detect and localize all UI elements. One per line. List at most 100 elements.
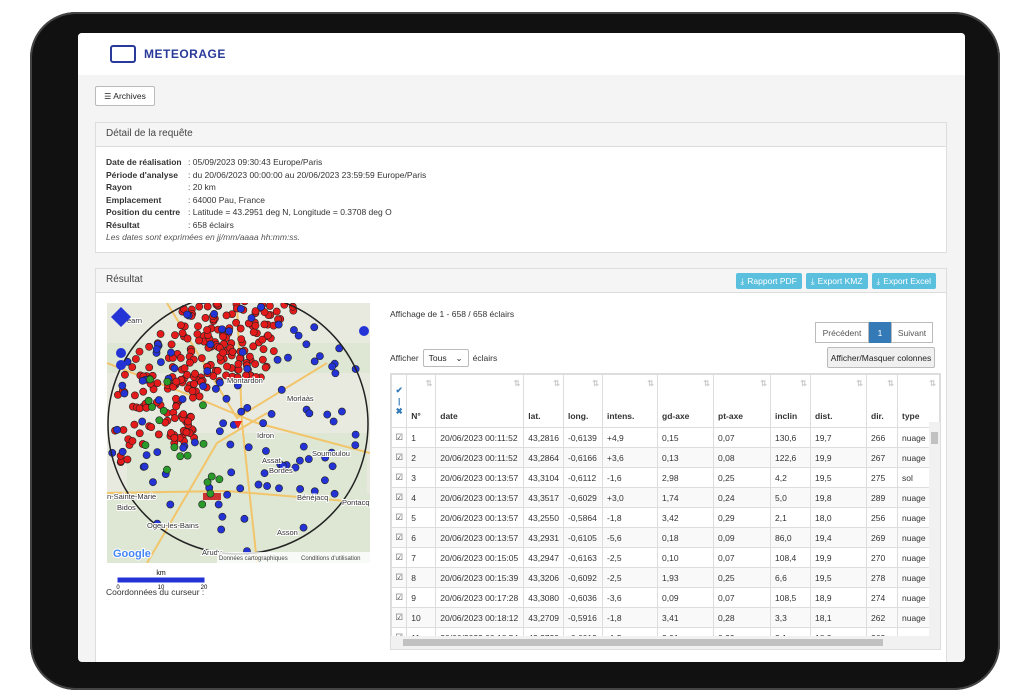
table-cell: 19,8: [810, 487, 867, 508]
column-label: type: [902, 411, 920, 421]
map-credits: Données cartographiques: [219, 556, 288, 562]
page-button[interactable]: 1: [869, 322, 891, 343]
strike-dot: [244, 443, 253, 452]
row-checkbox[interactable]: ☑: [391, 607, 408, 628]
strike-dot: [171, 331, 179, 340]
length-select[interactable]: Tous ⌄: [422, 349, 469, 367]
v-scrollbar[interactable]: [929, 422, 940, 636]
logo[interactable]: METEORAGE: [144, 47, 226, 61]
table-cell: -1,6: [602, 467, 658, 488]
list-icon: ☰: [104, 91, 112, 101]
row-checkbox[interactable]: ☑: [391, 527, 408, 548]
row-checkbox[interactable]: ☑: [391, 547, 408, 568]
strike-dot: [183, 334, 192, 343]
strike-dot: [252, 373, 260, 381]
table-cell: 8: [406, 567, 437, 588]
row-checkbox[interactable]: ☑: [391, 427, 408, 448]
export-button[interactable]: ⤓ Rapport PDF: [735, 273, 802, 289]
table-cell: 0,25: [713, 467, 771, 488]
strike-dot: [157, 358, 165, 367]
column-header[interactable]: lat. ⇅: [523, 374, 564, 428]
export-buttons: ⤓ Rapport PDF ⤓ Export KMZ ⤓ Export Excel: [735, 273, 936, 289]
strike-dot: [310, 323, 319, 332]
column-header[interactable]: pt-axe ⇅: [713, 374, 771, 428]
strike-dot: [183, 310, 192, 319]
strike-dot: [259, 419, 268, 428]
strike-dot: [170, 443, 179, 452]
strike-dot: [179, 410, 188, 419]
row-checkbox[interactable]: ☑: [391, 567, 408, 588]
strike-dot: [138, 417, 147, 426]
table-cell: 0,13: [657, 447, 714, 468]
export-button[interactable]: ⤓ Export Excel: [871, 273, 936, 289]
column-header[interactable]: dir. ⇅: [866, 374, 898, 428]
column-header[interactable]: inclin ⇅: [770, 374, 811, 428]
strike-dot: [216, 378, 224, 387]
scale-unit: km: [156, 570, 166, 577]
column-header[interactable]: long. ⇅: [563, 374, 603, 428]
archives-button[interactable]: ☰ Archives: [95, 86, 155, 106]
strike-dot: [267, 410, 276, 418]
table-cell: 0,29: [713, 507, 771, 528]
zoom-button: [116, 360, 126, 370]
export-icon: ⤓: [810, 275, 815, 286]
strike-dot: [183, 451, 192, 460]
sort-icon: ⇅: [592, 379, 599, 388]
place-label: Pontacq: [342, 498, 370, 507]
sort-icon: ⇅: [856, 379, 863, 388]
strike-dot: [245, 352, 254, 361]
row-checkbox[interactable]: ☑: [391, 447, 408, 468]
table-cell: -2,5: [602, 547, 658, 568]
table-cell: 267: [866, 447, 898, 468]
credits-bg: [217, 552, 370, 563]
strike-dot: [254, 480, 263, 489]
strike-dot: [206, 340, 215, 349]
map[interactable]: earnMontardonMorlaàsIdronSoumoulouAssatB…: [107, 303, 370, 563]
column-header[interactable]: date ⇅: [435, 374, 525, 428]
column-header[interactable]: gd-axe ⇅: [657, 374, 714, 428]
table-cell: -0,6092: [563, 567, 603, 588]
place-label: Idron: [257, 431, 274, 440]
screen: METEORAGE ☰ Archives Détail de la requête…: [78, 33, 965, 662]
column-label: inclin: [775, 411, 798, 421]
strike-dot: [351, 441, 360, 449]
row-checkbox[interactable]: ☑: [391, 487, 408, 508]
place-label: Soumoulou: [312, 449, 350, 458]
strike-dot: [166, 500, 175, 509]
column-label: long.: [568, 411, 589, 421]
table-cell: 19,5: [810, 467, 867, 488]
row-checkbox[interactable]: ☑: [391, 467, 408, 488]
table-cell: 1,93: [657, 567, 714, 588]
map-controls[interactable]: [111, 307, 131, 370]
column-header[interactable]: type ⇅: [897, 374, 940, 428]
length-value: Tous: [428, 353, 447, 363]
strike-dot: [310, 357, 319, 366]
sort-icon: ⇅: [647, 379, 654, 388]
strike-dot: [269, 347, 278, 356]
column-header[interactable]: dist. ⇅: [810, 374, 867, 428]
strike-dot: [178, 395, 187, 404]
row-checkbox[interactable]: ☑: [391, 587, 408, 608]
sort-icon: ⇅: [703, 379, 710, 388]
strike-dot: [172, 394, 180, 403]
export-button[interactable]: ⤓ Export KMZ: [805, 273, 868, 289]
page-button[interactable]: Suivant: [891, 322, 933, 343]
strike-dot: [328, 362, 337, 371]
strike-dot: [193, 330, 202, 338]
strike-dot: [236, 484, 245, 493]
page-button[interactable]: Précédent: [815, 322, 869, 343]
h-scrollbar[interactable]: [391, 636, 940, 649]
table-cell: 3,41: [657, 607, 714, 628]
columns-button[interactable]: Afficher/Masquer colonnes: [827, 347, 935, 368]
strike-dot: [141, 441, 150, 450]
column-header[interactable]: N° ⇅: [406, 374, 437, 428]
place-label: Montardon: [227, 376, 263, 385]
detail-value: 20 km: [192, 182, 216, 192]
row-checkbox[interactable]: ☑: [391, 507, 408, 528]
table-cell: 43,3517: [523, 487, 564, 508]
strike-dot: [214, 500, 223, 509]
table-cell: 43,2709: [523, 607, 564, 628]
column-header[interactable]: intens. ⇅: [602, 374, 658, 428]
strike-dot: [338, 407, 346, 416]
table-row: ☑ 10 20/06/2023 00:18:12 43,2709 -0,5916 -1,8…: [391, 607, 940, 628]
